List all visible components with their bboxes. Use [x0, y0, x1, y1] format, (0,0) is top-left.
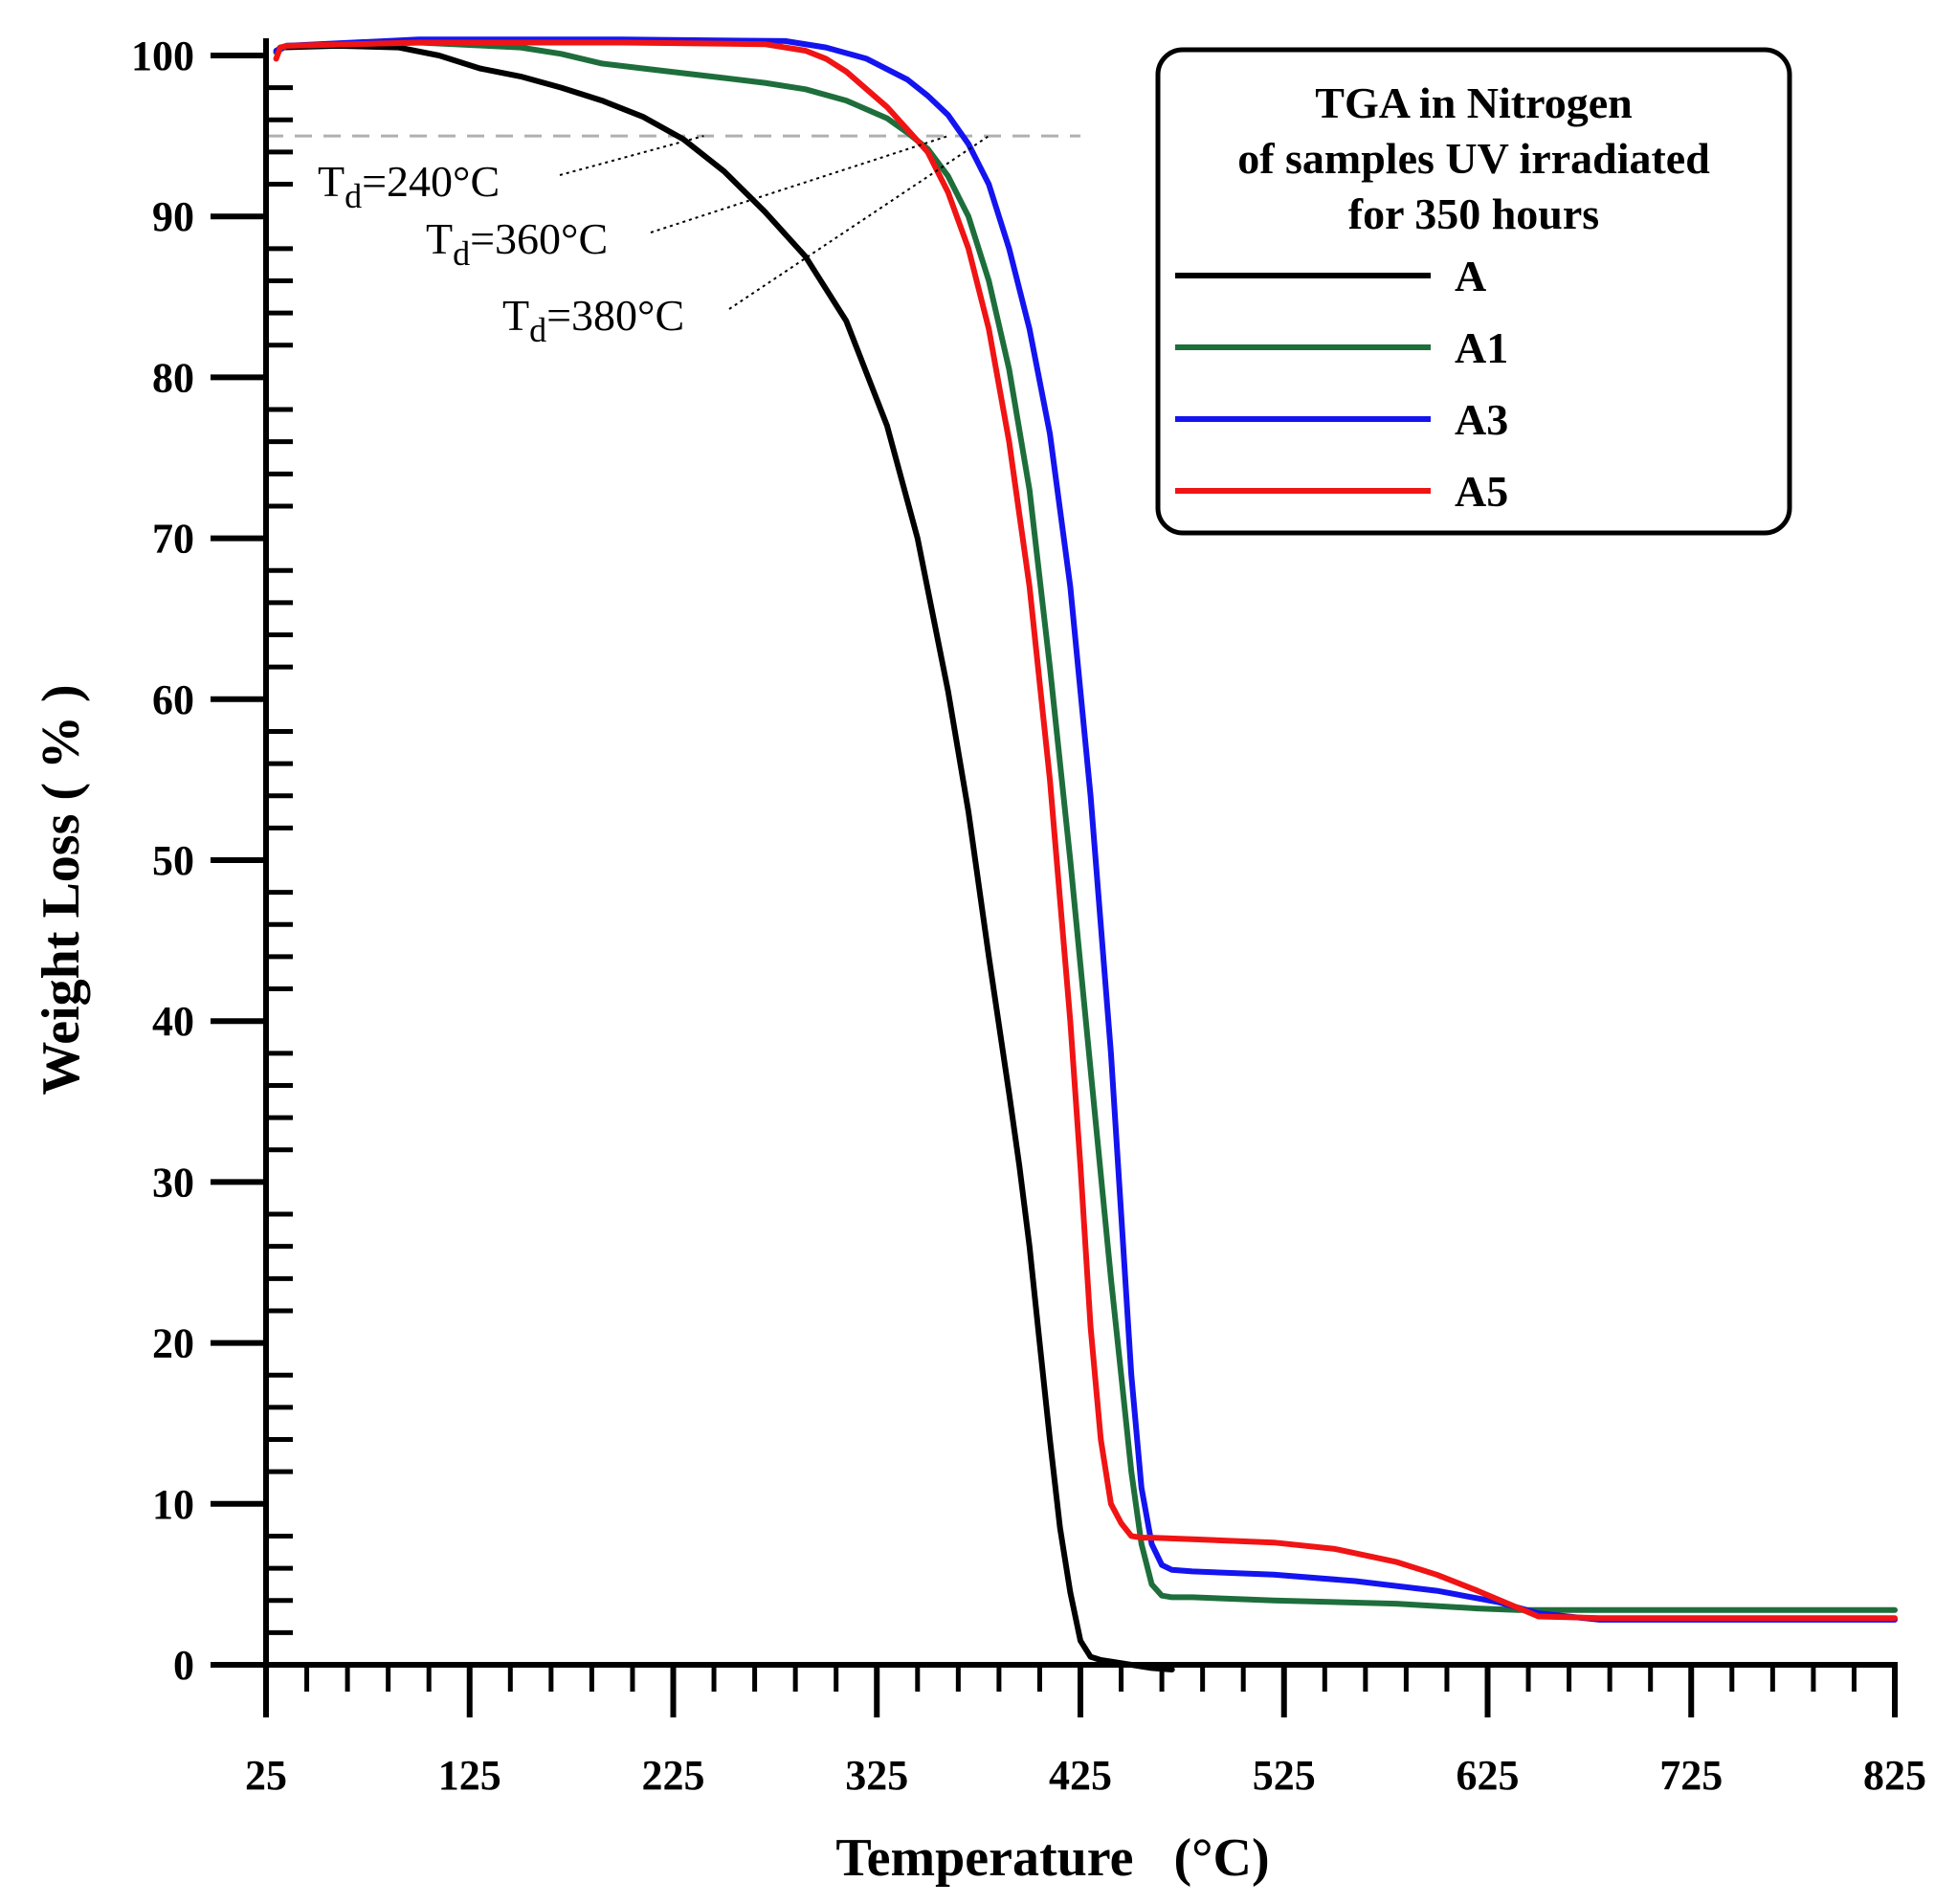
x-tick-label: 525	[1253, 1752, 1316, 1799]
series-group	[273, 36, 1898, 1672]
y-tick-label: 60	[152, 676, 194, 723]
legend-label-a1: A1	[1455, 323, 1508, 372]
legend-entries: A A1 A3 A5	[1175, 252, 1508, 516]
ticks-group: 0 10 20 30 40 50 60 70 80 90 100 25 125 225 325 425 525 6…	[131, 33, 1926, 1799]
y-axis-title: Weight Loss ( % )	[32, 684, 91, 1095]
legend-title-line-1: TGA in Nitrogen	[1315, 78, 1632, 127]
annotation-leader-1	[559, 135, 704, 176]
legend-title-line-2: of samples UV irradiated	[1237, 134, 1710, 183]
x-axis-title: Temperature (°C)	[835, 1828, 1269, 1888]
x-tick-label: 25	[245, 1752, 287, 1799]
legend-box	[1155, 47, 1792, 536]
y-tick-label: 100	[131, 33, 194, 79]
annotation-leader-3	[728, 135, 990, 310]
y-tick-label: 80	[152, 354, 194, 401]
legend-label-a: A	[1455, 252, 1486, 300]
annotation-leader-2	[650, 135, 949, 233]
y-tick-label: 40	[152, 998, 194, 1045]
series-line-a1	[273, 39, 1898, 1613]
x-tick-label: 625	[1457, 1752, 1520, 1799]
y-tick-label: 90	[152, 193, 194, 240]
y-tick-label: 20	[152, 1320, 194, 1367]
annotation-td-2: Td=360°C	[426, 214, 608, 273]
x-tick-label: 225	[642, 1752, 705, 1799]
y-tick-label: 0	[173, 1642, 194, 1689]
x-tick-label: 825	[1863, 1752, 1926, 1799]
y-tick-label: 10	[152, 1481, 194, 1528]
annotations-group: Td=240°CTd=360°C Td=380°C	[318, 135, 990, 349]
series-line-a	[273, 42, 1175, 1672]
x-tick-label: 725	[1659, 1752, 1723, 1799]
y-tick-label: 70	[152, 516, 194, 563]
x-tick-label: 325	[845, 1752, 908, 1799]
series-line-a3	[273, 36, 1898, 1623]
y-tick-label: 50	[152, 837, 194, 884]
series-line-a5	[273, 39, 1898, 1622]
legend-label-a5: A5	[1455, 467, 1508, 516]
annotation-td-3: Td=380°C	[502, 291, 684, 349]
annotation-td-1: Td=240°C	[318, 157, 500, 215]
legend-title-line-3: for 350 hours	[1348, 189, 1599, 238]
legend-label-a3: A3	[1455, 395, 1508, 444]
x-tick-label: 125	[438, 1752, 501, 1799]
y-tick-label: 30	[152, 1159, 194, 1206]
legend: TGA in Nitrogen of samples UV irradiated…	[1155, 47, 1792, 536]
x-tick-label: 425	[1049, 1752, 1112, 1799]
